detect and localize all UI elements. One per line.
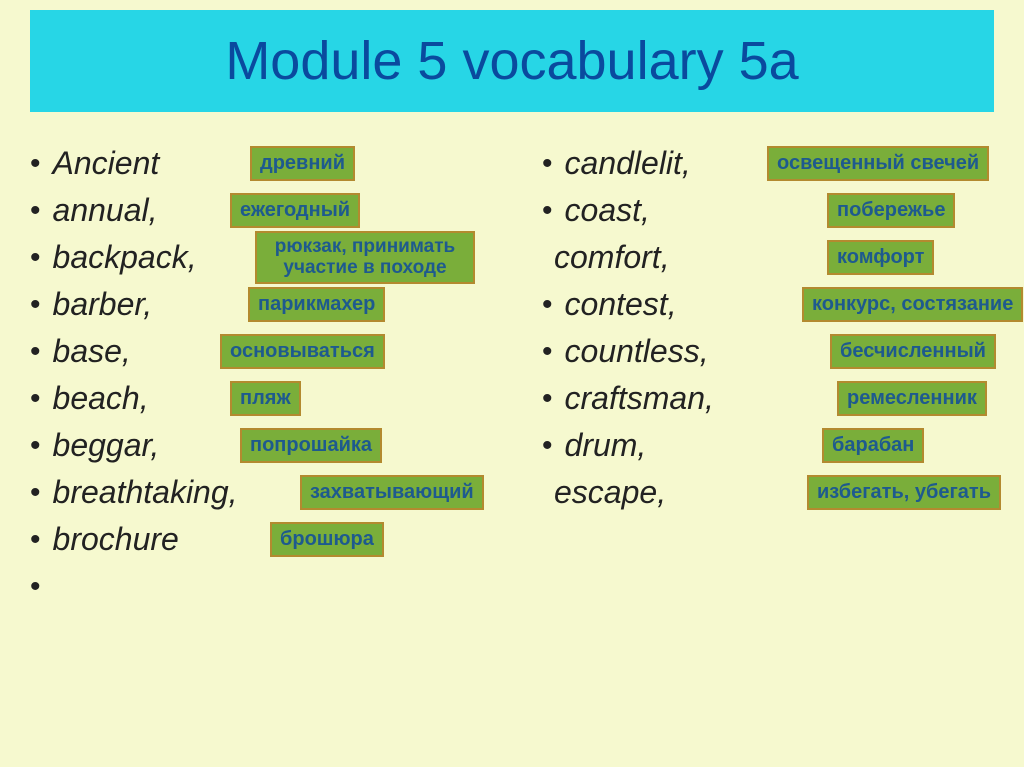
translation-chip: бесчисленный [830,334,996,369]
translation-chip: парикмахер [248,287,385,322]
vocab-word: base, [53,333,131,370]
translation-chip: ежегодный [230,193,360,228]
bullet-icon: • [542,194,553,228]
vocab-row: • contest, конкурс, состязание [542,281,1024,328]
vocab-row: • brochure брошюра [30,516,512,563]
vocab-word: breathtaking, [53,474,238,511]
bullet-icon: • [30,241,41,275]
vocab-row: • breathtaking, захватывающий [30,469,512,516]
left-column: • Ancient древний • annual, ежегодный • backpa… [0,140,512,610]
vocab-word: beach, [53,380,149,417]
translation-chip: барабан [822,428,924,463]
slide-title: Module 5 vocabulary 5a [225,30,798,92]
vocab-row: • barber, парикмахер [30,281,512,328]
columns: • Ancient древний • annual, ежегодный • backpa… [0,140,1024,610]
bullet-icon: • [30,476,41,510]
vocab-word: backpack, [53,239,197,276]
vocab-word: Ancient [53,145,160,182]
vocab-row: • coast, побережье [542,187,1024,234]
vocab-word: craftsman, [565,380,714,417]
vocab-word: contest, [565,286,677,323]
vocab-row: • countless, бесчисленный [542,328,1024,375]
translation-chip: захватывающий [300,475,484,510]
bullet-icon: • [30,429,41,463]
vocab-word: barber, [53,286,153,323]
translation-chip: конкурс, состязание [802,287,1023,322]
translation-chip: ремесленник [837,381,987,416]
bullet-icon: • [542,147,553,181]
vocab-row: • beach, пляж [30,375,512,422]
vocab-word: drum, [565,427,647,464]
bullet-icon: • [542,382,553,416]
translation-chip: основываться [220,334,385,369]
bullet-icon: • [30,194,41,228]
translation-chip: комфорт [827,240,934,275]
vocab-row: • Ancient древний [30,140,512,187]
bullet-icon: • [30,382,41,416]
vocab-word: beggar, [53,427,160,464]
vocab-word: brochure [53,521,179,558]
vocabulary-slide: Module 5 vocabulary 5a • Ancient древний • a… [0,0,1024,767]
vocab-row: • beggar, попрошайка [30,422,512,469]
bullet-icon: • [30,335,41,369]
bullet-icon: • [30,523,41,557]
bullet-icon: • [30,147,41,181]
vocab-row: comfort, комфорт [542,234,1024,281]
bullet-icon: • [542,288,553,322]
vocab-row: • base, основываться [30,328,512,375]
translation-chip: брошюра [270,522,384,557]
vocab-row: • [30,563,512,610]
bullet-icon: • [30,570,41,604]
bullet-icon: • [542,335,553,369]
translation-chip: древний [250,146,355,181]
translation-chip: избегать, убегать [807,475,1001,510]
title-bar: Module 5 vocabulary 5a [30,10,994,112]
bullet-icon: • [30,288,41,322]
vocab-row: • candlelit, освещенный свечей [542,140,1024,187]
translation-chip: рюкзак, принимать участие в походе [255,231,475,285]
translation-chip: освещенный свечей [767,146,989,181]
vocab-word: comfort, [554,239,670,276]
vocab-word: escape, [554,474,666,511]
vocab-word: coast, [565,192,650,229]
bullet-icon: • [542,429,553,463]
translation-chip: пляж [230,381,301,416]
vocab-word: annual, [53,192,158,229]
right-column: • candlelit, освещенный свечей • coast, поб… [512,140,1024,610]
vocab-word: countless, [565,333,709,370]
vocab-row: • annual, ежегодный [30,187,512,234]
vocab-row: escape, избегать, убегать [542,469,1024,516]
vocab-row: • drum, барабан [542,422,1024,469]
vocab-row: • craftsman, ремесленник [542,375,1024,422]
vocab-word: candlelit, [565,145,691,182]
vocab-row: • backpack,рюкзак, принимать участие в п… [30,234,512,281]
translation-chip: побережье [827,193,955,228]
translation-chip: попрошайка [240,428,382,463]
